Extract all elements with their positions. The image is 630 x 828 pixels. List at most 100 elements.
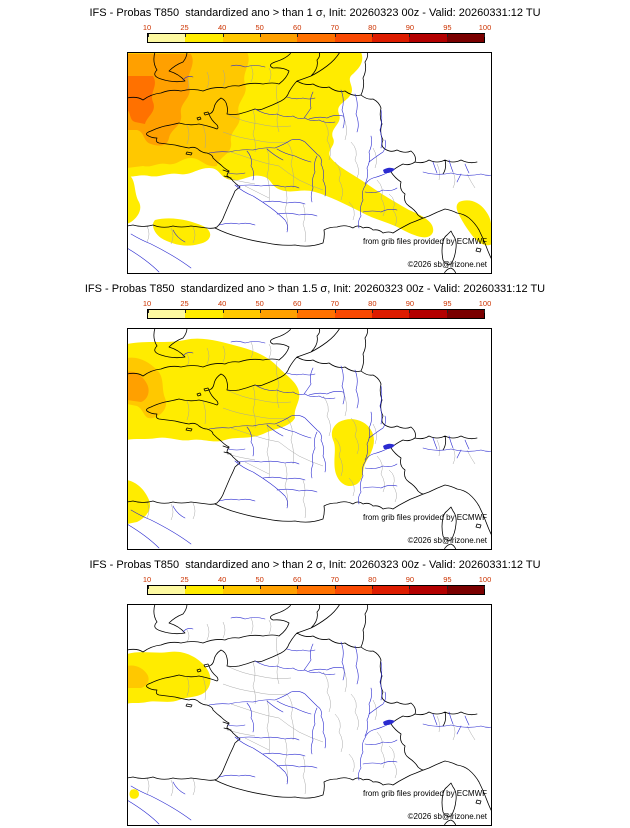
- colorbar-tick: [148, 586, 149, 589]
- probability-area-low: [127, 338, 374, 524]
- panel-prob-gt-2-sigma: IFS - Probas T850 standardized ano > tha…: [0, 552, 630, 828]
- colorbar-label: 40: [217, 299, 227, 308]
- colorbar-label: 25: [180, 299, 189, 308]
- colorbar-segment: [446, 34, 484, 42]
- colorbar-label: 100: [478, 575, 492, 584]
- probability-area-core: [127, 76, 155, 124]
- map-wrap: from grib files provided by ECMWF ©2026 …: [127, 328, 492, 550]
- colorbar-label: 70: [330, 23, 339, 32]
- colorbar-tick: [222, 34, 224, 37]
- map-prob-gt-1p5-sigma: from grib files provided by ECMWF ©2026 …: [127, 328, 492, 550]
- colorbar-label: 25: [180, 575, 189, 584]
- colorbar-tick: [297, 34, 299, 37]
- colorbar-label: 60: [293, 575, 302, 584]
- colorbar-tick: [446, 34, 448, 37]
- colorbar-labels: 10 25 40 50 60 70 80 90 95 100: [143, 299, 491, 308]
- colorbar-tick: [222, 310, 224, 313]
- colorbar-tick: [409, 34, 411, 37]
- colorbar-label: 90: [405, 23, 415, 32]
- colorbar-segment: [222, 310, 260, 318]
- map-frame: [127, 328, 492, 550]
- colorbar-label: 10: [142, 23, 152, 32]
- attribution-ecmwf: from grib files provided by ECMWF: [363, 237, 487, 246]
- colorbar-label: 50: [255, 23, 264, 32]
- colorbar-label: 70: [330, 575, 339, 584]
- colorbar-tick: [297, 310, 299, 313]
- colorbar-tick: [409, 586, 411, 589]
- map-wrap: from grib files provided by ECMWF ©2026 …: [127, 604, 492, 826]
- probability-overlay-group: [127, 651, 211, 799]
- colorbar-label: 80: [368, 299, 377, 308]
- colorbar-tick: [446, 586, 448, 589]
- colorbar-segment: [222, 34, 260, 42]
- colorbar-tick: [185, 586, 187, 589]
- attribution-ecmwf: from grib files provided by ECMWF: [363, 789, 487, 798]
- colorbar-tick: [372, 310, 373, 313]
- colorbar-segment: [334, 34, 372, 42]
- colorbar-label: 40: [217, 575, 227, 584]
- colorbar-segment: [371, 586, 410, 594]
- colorbar-segment: [409, 34, 447, 42]
- colorbar-segment: [259, 586, 298, 594]
- colorbar-label: 95: [443, 23, 452, 32]
- colorbar-tick: [297, 586, 299, 589]
- colorbar-tick: [484, 586, 485, 589]
- colorbar-tick: [334, 34, 336, 37]
- colorbar-label: 50: [255, 575, 264, 584]
- panel-title: IFS - Probas T850 standardized ano > tha…: [89, 7, 541, 19]
- colorbar-segment: [446, 310, 484, 318]
- colorbar: 10 25 40 50 60 70 80 90 95 100: [143, 575, 491, 597]
- map-prob-gt-2-sigma: from grib files provided by ECMWF ©2026 …: [127, 604, 492, 826]
- colorbar-segment: [334, 586, 372, 594]
- colorbar-segment: [446, 586, 484, 594]
- colorbar-segment: [185, 310, 223, 318]
- colorbar-segment: [297, 34, 335, 42]
- colorbar-label: 80: [368, 23, 377, 32]
- colorbar-tick: [409, 310, 411, 313]
- colorbar-segment: [371, 310, 410, 318]
- colorbar-tick: [484, 310, 485, 313]
- colorbar-label: 95: [443, 299, 452, 308]
- colorbar-label: 10: [142, 299, 152, 308]
- colorbar-label: 100: [478, 23, 492, 32]
- probability-area-mid: [127, 665, 149, 688]
- colorbar-tick: [148, 310, 149, 313]
- colorbar-tick: [222, 586, 224, 589]
- colorbar-tick: [372, 34, 373, 37]
- attribution-copyright: ©2026 sb@irizone.net: [408, 812, 488, 821]
- panel-title: IFS - Probas T850 standardized ano > tha…: [84, 283, 546, 295]
- map-frame: [127, 604, 492, 826]
- colorbar-tick: [334, 586, 336, 589]
- colorbar-label: 90: [405, 575, 415, 584]
- panel-prob-gt-1-sigma: IFS - Probas T850 standardized ano > tha…: [0, 0, 630, 276]
- colorbar-label: 100: [478, 299, 492, 308]
- colorbar-tick: [334, 310, 336, 313]
- colorbar-segment: [259, 34, 298, 42]
- colorbar-bar: [147, 33, 485, 43]
- colorbar: 10 25 40 50 60 70 80 90 95 100: [143, 23, 491, 45]
- colorbar-label: 10: [142, 575, 152, 584]
- colorbar-tick: [446, 310, 448, 313]
- colorbar-label: 50: [255, 299, 264, 308]
- colorbar-segment: [222, 586, 260, 594]
- colorbar-tick: [260, 310, 261, 313]
- probability-area-low: [127, 651, 211, 799]
- attribution-copyright: ©2026 sb@irizone.net: [408, 260, 488, 269]
- colorbar-labels: 10 25 40 50 60 70 80 90 95 100: [143, 575, 491, 584]
- colorbar-segment: [297, 586, 335, 594]
- colorbar-segment: [185, 34, 223, 42]
- colorbar-tick: [260, 34, 261, 37]
- colorbar-tick: [185, 310, 187, 313]
- colorbar-segment: [259, 310, 298, 318]
- map-wrap: from grib files provided by ECMWF ©2026 …: [127, 52, 492, 274]
- colorbar-tick: [260, 586, 261, 589]
- colorbar: 10 25 40 50 60 70 80 90 95 100: [143, 299, 491, 321]
- colorbar-segment: [297, 310, 335, 318]
- colorbar-segment: [409, 586, 447, 594]
- panel-prob-gt-1p5-sigma: IFS - Probas T850 standardized ano > tha…: [0, 276, 630, 552]
- colorbar-segment: [148, 310, 186, 318]
- panel-title: IFS - Probas T850 standardized ano > tha…: [89, 559, 541, 571]
- colorbar-segment: [334, 310, 372, 318]
- colorbar-label: 25: [180, 23, 189, 32]
